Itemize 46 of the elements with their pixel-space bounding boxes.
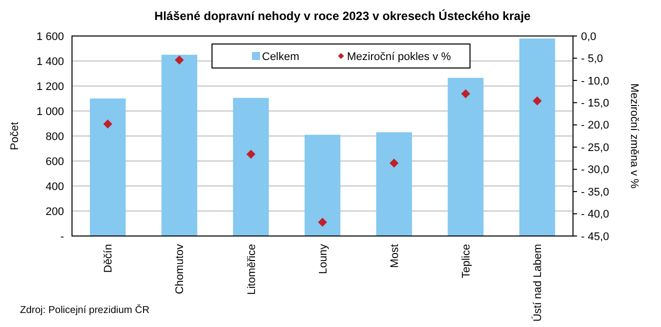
y2-tick-label: 0,0 <box>581 30 596 43</box>
y-tick-label: 800 <box>46 130 64 143</box>
y2-tick-label: - 40,0 <box>581 208 610 221</box>
bar <box>233 98 269 236</box>
x-tick-label: Most <box>388 244 401 268</box>
point <box>532 96 542 106</box>
y2-axis-title: Meziroční změna v % <box>628 83 640 189</box>
y2-tick-label: - 25,0 <box>581 142 610 154</box>
x-tick-label: Louny <box>317 244 330 274</box>
point <box>246 150 256 159</box>
y-tick-label: 1 200 <box>36 80 64 93</box>
y2-tick-label: - 45,0 <box>581 230 610 243</box>
y-tick-label: 400 <box>46 180 64 193</box>
bar <box>161 54 198 236</box>
y-tick-label: 1 600 <box>36 30 64 43</box>
point <box>103 120 112 128</box>
x-tick-label: Děčín <box>102 244 115 273</box>
y-tick-label: - <box>60 230 64 243</box>
point <box>174 56 184 64</box>
point <box>390 158 399 168</box>
point <box>318 218 327 227</box>
chart-title: Hlášené dopravní nehody v roce 2023 v okresech Ústeckého kraje <box>154 9 531 23</box>
point <box>461 89 470 98</box>
y-tick-label: 1 000 <box>36 106 64 118</box>
y-tick-label: 1 400 <box>36 56 64 68</box>
bar <box>519 38 556 236</box>
x-tick-label: Ústí nad Labem <box>531 244 544 322</box>
y2-tick-label: - 20,0 <box>581 120 610 132</box>
text: Zdroj: Policejní prezidium ČR <box>20 304 150 316</box>
legend-label: Meziroční pokles v % <box>347 50 452 63</box>
y2-tick-label: - 30,0 <box>581 164 610 176</box>
legend-label: Celkem <box>262 50 300 63</box>
x-tick-label: Chomutov <box>174 244 186 294</box>
bar <box>90 98 126 236</box>
bar <box>304 134 340 236</box>
bar <box>448 78 484 236</box>
y2-tick-label: - 35,0 <box>581 186 610 198</box>
y2-tick-label: - 10,0 <box>581 75 610 88</box>
y-tick-label: 200 <box>46 206 64 218</box>
x-tick-label: Litoměřice <box>246 244 258 295</box>
bar <box>376 132 412 236</box>
y2-tick-label: - 15,0 <box>581 98 610 110</box>
y-tick-label: 600 <box>46 156 64 168</box>
y2-tick-label: - 5,0 <box>581 53 604 66</box>
x-tick-label: Teplice <box>460 244 472 278</box>
y-axis-title: Počet <box>9 122 21 150</box>
